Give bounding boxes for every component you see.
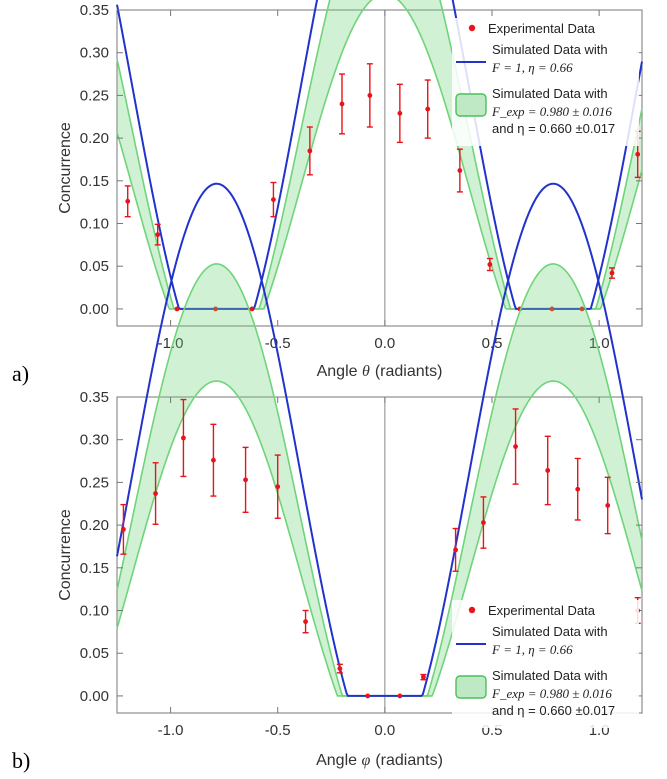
data-point (575, 486, 581, 492)
data-point (579, 306, 585, 312)
y-tick-label: 0.20 (80, 130, 109, 147)
legend-band-params: F_exp = 0.980 ± 0.016 (491, 686, 612, 701)
y-tick-label: 0.05 (80, 258, 109, 275)
legend-marker-experimental (468, 606, 476, 614)
y-tick-label: 0.30 (80, 45, 109, 62)
legend: Experimental Data Simulated Data with F = … (452, 600, 639, 728)
data-point (481, 520, 486, 525)
y-tick-label: 0.25 (80, 87, 109, 104)
chart-a: -1.0 -0.5 0.0 0.5 1.0 0.00 0.05 0.10 0.15 0.20 0.2… (12, 0, 643, 386)
y-tick-label: 0.15 (80, 173, 109, 190)
legend-experimental: Experimental Data (488, 21, 596, 36)
x-tick-label: -1.0 (158, 722, 184, 739)
data-point (513, 444, 518, 449)
legend-marker-band (455, 93, 487, 117)
data-point (605, 503, 611, 508)
data-point (307, 148, 313, 154)
legend-band-title: Simulated Data with (492, 86, 608, 101)
x-tick-label: 0.5 (482, 335, 503, 352)
data-point (153, 491, 158, 496)
legend-background (452, 600, 639, 728)
data-point (545, 468, 551, 473)
data-point (155, 232, 161, 238)
legend-sim-title: Simulated Data with (492, 624, 608, 639)
chart-b: -1.0 -0.5 0.0 0.5 1.0 0.00 0.05 0.10 0.15 0.20 0.2… (12, 182, 643, 773)
legend-sim-params: F = 1, η = 0.66 (491, 642, 573, 657)
panel-label: a) (12, 361, 29, 386)
x-tick-label: -0.5 (265, 335, 291, 352)
legend: Experimental Data Simulated Data with F = … (452, 18, 639, 146)
y-tick-label: 0.00 (80, 688, 109, 705)
legend-background (452, 18, 639, 146)
x-axis-label: Angle φ (radiants) (316, 752, 443, 769)
data-point (181, 435, 186, 441)
data-point (303, 619, 308, 625)
x-axis-label-suffix: (radiants) (375, 752, 443, 769)
data-point (174, 306, 180, 312)
y-tick-label: 0.30 (80, 432, 109, 449)
y-tick-label: 0.10 (80, 603, 109, 620)
x-tick-label: -1.0 (158, 335, 184, 352)
y-tick-label: 0.25 (80, 474, 109, 491)
data-point (397, 693, 403, 699)
data-point (275, 484, 281, 490)
y-tick-label: 0.15 (80, 560, 109, 577)
data-point (635, 151, 641, 157)
legend-sim-params: F = 1, η = 0.66 (491, 60, 573, 75)
data-point (397, 110, 403, 116)
data-point (249, 306, 255, 312)
x-axis-symbol: φ (361, 752, 370, 769)
y-axis-label: Concurrence (57, 509, 74, 601)
x-tick-label: 0.0 (374, 335, 395, 352)
x-axis-label-suffix: (radiants) (375, 363, 443, 380)
data-point (549, 306, 555, 312)
simulated-line (116, 182, 643, 697)
x-axis-label-prefix: Angle (317, 363, 362, 380)
legend-band-params-2: and η = 0.660 ±0.017 (492, 703, 615, 718)
y-tick-label: 0.05 (80, 645, 109, 662)
plot-frame (116, 9, 643, 327)
legend-band-params: F_exp = 0.980 ± 0.016 (491, 104, 612, 119)
x-axis-label: Angle θ (radiants) (317, 363, 443, 380)
y-tick-label: 0.35 (80, 2, 109, 19)
data-point (121, 526, 126, 532)
data-point (425, 106, 431, 112)
data-point (243, 477, 248, 483)
simulated-line (116, 0, 643, 310)
y-tick-label: 0.35 (80, 389, 109, 406)
confidence-band (117, 263, 642, 696)
data-point (271, 197, 276, 203)
data-point (125, 198, 131, 204)
legend-sim-title: Simulated Data with (492, 42, 608, 57)
legend-experimental: Experimental Data (488, 603, 596, 618)
data-point (337, 666, 343, 671)
data-point (211, 457, 216, 463)
x-tick-label: 1.0 (589, 335, 610, 352)
data-point (457, 168, 463, 173)
y-axis-label: Concurrence (57, 122, 74, 214)
data-point (213, 306, 218, 312)
data-point (487, 262, 493, 267)
data-point (609, 270, 615, 276)
legend-marker-experimental (468, 24, 476, 32)
data-point (365, 693, 371, 699)
data-point (421, 674, 426, 680)
legend-band-title: Simulated Data with (492, 668, 608, 683)
data-point (453, 547, 458, 553)
x-axis-label-prefix: Angle (316, 752, 361, 769)
legend-band-params-2: and η = 0.660 ±0.017 (492, 121, 615, 136)
y-tick-label: 0.10 (80, 216, 109, 233)
x-tick-label: 0.0 (374, 722, 395, 739)
x-axis-symbol: θ (362, 363, 370, 380)
y-tick-label: 0.00 (80, 301, 109, 318)
panel-label: b) (12, 748, 30, 773)
legend-marker-band (455, 675, 487, 699)
data-point (367, 93, 373, 98)
y-tick-label: 0.20 (80, 517, 109, 534)
x-tick-label: -0.5 (265, 722, 291, 739)
data-point (339, 101, 345, 107)
